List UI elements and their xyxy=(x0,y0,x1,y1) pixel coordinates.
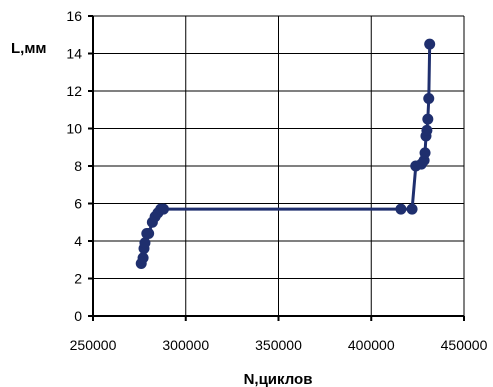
y-tick-label: 10 xyxy=(66,121,82,137)
grid xyxy=(93,15,465,316)
data-point xyxy=(139,237,151,249)
y-tick-label: 8 xyxy=(74,158,82,174)
data-point xyxy=(143,228,155,239)
axes xyxy=(88,15,465,321)
data-point xyxy=(406,203,418,215)
x-tick-label: 350000 xyxy=(255,337,302,353)
x-axis-title: N,циклов xyxy=(244,371,313,387)
y-tick-label: 16 xyxy=(66,8,82,24)
data-point xyxy=(424,38,436,50)
series-length xyxy=(135,38,436,269)
x-tick-label: 400000 xyxy=(348,337,395,353)
y-tick-labels: 0 2 4 6 8 10 12 14 16 xyxy=(66,8,82,324)
x-tick-label: 300000 xyxy=(162,337,209,353)
data-point xyxy=(137,252,149,264)
data-point xyxy=(395,203,407,215)
y-tick-label: 6 xyxy=(74,196,82,212)
y-tick-label: 12 xyxy=(66,83,82,99)
x-tick-labels: 250000 300000 350000 400000 450000 xyxy=(70,337,488,353)
series-line xyxy=(139,44,432,264)
y-tick-label: 14 xyxy=(66,46,82,62)
x-tick-label: 450000 xyxy=(441,337,488,353)
data-point xyxy=(419,147,431,159)
y-tick-label: 4 xyxy=(74,233,82,249)
data-point xyxy=(421,124,433,136)
data-point xyxy=(422,113,434,125)
y-axis-title: L,мм xyxy=(11,40,47,57)
y-tick-label: 0 xyxy=(74,308,82,324)
x-tick-label: 250000 xyxy=(70,337,117,353)
data-point xyxy=(157,203,169,215)
y-tick-label: 2 xyxy=(74,271,82,287)
data-point xyxy=(423,93,435,104)
